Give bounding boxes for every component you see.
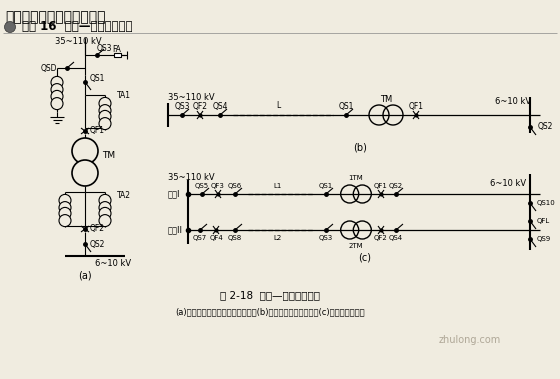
Text: 电源I: 电源I <box>168 190 180 199</box>
Circle shape <box>99 105 111 117</box>
Circle shape <box>72 160 98 186</box>
Circle shape <box>99 215 111 227</box>
Text: QS9: QS9 <box>537 236 551 242</box>
Text: QS1: QS1 <box>338 102 354 111</box>
Text: 35~110 kV: 35~110 kV <box>168 94 214 102</box>
Text: QS5: QS5 <box>195 183 209 189</box>
Text: 6~10 kV: 6~10 kV <box>495 97 531 106</box>
Text: QS3: QS3 <box>319 235 333 241</box>
Text: 一、高压供电系统主接线图: 一、高压供电系统主接线图 <box>5 10 105 24</box>
Text: QFL: QFL <box>537 218 550 224</box>
Text: QS1: QS1 <box>90 74 105 83</box>
Text: QS10: QS10 <box>537 200 556 206</box>
Circle shape <box>99 202 111 214</box>
Circle shape <box>51 98 63 110</box>
Text: FA: FA <box>113 44 122 53</box>
Text: QF2: QF2 <box>193 102 208 111</box>
Text: 6~10 kV: 6~10 kV <box>490 179 526 188</box>
Text: QF1: QF1 <box>374 183 388 189</box>
Text: QS4: QS4 <box>212 102 228 111</box>
Text: 1TM: 1TM <box>349 175 363 181</box>
Text: QS6: QS6 <box>228 183 242 189</box>
Text: TA1: TA1 <box>117 91 131 100</box>
Text: 35~110 kV: 35~110 kV <box>55 38 101 47</box>
Text: 图 2-18  线路—变压器组接线: 图 2-18 线路—变压器组接线 <box>220 290 320 300</box>
Circle shape <box>59 215 71 227</box>
Circle shape <box>51 84 63 96</box>
Text: QS7: QS7 <box>193 235 207 241</box>
Text: L1: L1 <box>274 183 282 189</box>
Text: zhulong.com: zhulong.com <box>439 335 501 345</box>
Text: L2: L2 <box>274 235 282 241</box>
Text: QSD: QSD <box>40 64 57 72</box>
Text: 图解 16  线路—变压器组接线: 图解 16 线路—变压器组接线 <box>22 20 133 33</box>
Text: QF1: QF1 <box>90 127 105 136</box>
Text: 35~110 kV: 35~110 kV <box>168 174 214 183</box>
Text: (b): (b) <box>353 143 367 153</box>
Bar <box>114 53 120 57</box>
Text: QS3: QS3 <box>174 102 190 111</box>
Text: QS2: QS2 <box>90 240 105 249</box>
Text: QS3: QS3 <box>97 44 113 53</box>
Circle shape <box>59 194 71 207</box>
Text: QS4: QS4 <box>389 235 403 241</box>
Text: QS2: QS2 <box>538 122 553 132</box>
Circle shape <box>99 110 111 122</box>
Text: QF3: QF3 <box>211 183 225 189</box>
Circle shape <box>99 207 111 219</box>
Circle shape <box>59 202 71 214</box>
Text: QS8: QS8 <box>228 235 242 241</box>
Circle shape <box>72 138 98 164</box>
Text: QS2: QS2 <box>389 183 403 189</box>
Text: (a): (a) <box>78 270 92 280</box>
Text: TM: TM <box>380 94 392 103</box>
Text: (c): (c) <box>358 253 371 263</box>
Circle shape <box>4 22 16 33</box>
Text: TM: TM <box>102 152 115 160</box>
Circle shape <box>99 194 111 207</box>
Circle shape <box>51 77 63 88</box>
Text: QF4: QF4 <box>209 235 223 241</box>
Text: QF1: QF1 <box>408 102 423 111</box>
Text: 电源II: 电源II <box>168 226 183 235</box>
Circle shape <box>51 91 63 102</box>
Circle shape <box>99 117 111 130</box>
Text: 6~10 kV: 6~10 kV <box>95 258 131 268</box>
Circle shape <box>59 207 71 219</box>
Text: QF2: QF2 <box>374 235 388 241</box>
Text: QF2: QF2 <box>90 224 105 233</box>
Text: TA2: TA2 <box>117 191 131 200</box>
Text: L: L <box>276 102 280 111</box>
Circle shape <box>99 97 111 110</box>
Text: 2TM: 2TM <box>349 243 363 249</box>
Text: QS1: QS1 <box>319 183 333 189</box>
Text: (a)一次侧采用断路器和隔离开关；(b)一次侧采用隔离开关；(c)双电源双变压器: (a)一次侧采用断路器和隔离开关；(b)一次侧采用隔离开关；(c)双电源双变压器 <box>175 307 365 316</box>
